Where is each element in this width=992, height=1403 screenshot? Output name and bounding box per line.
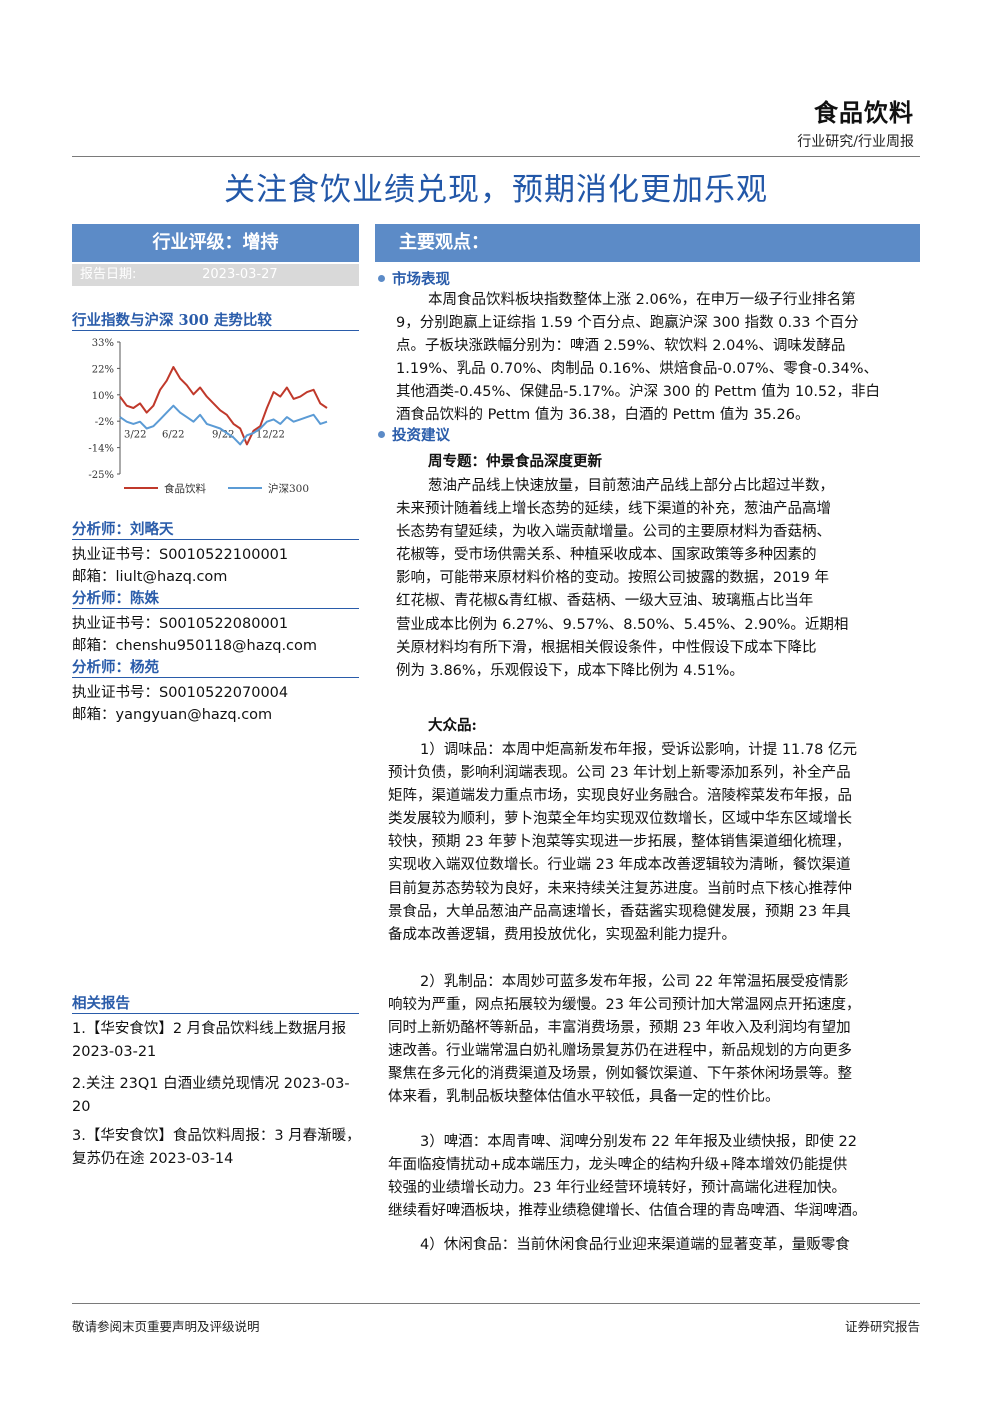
analyst-2-rule — [72, 608, 359, 609]
legend-label-1: 食品饮料 — [164, 482, 206, 495]
index-comparison-chart: 33% 22% 10% -2% -14% -25% 3/22 6/22 9/22 12/22 食品饮… — [72, 334, 359, 502]
snack-line: 4）休闲食品：当前休闲食品行业迎来渠道端的显著变革，量贩零食 — [420, 1237, 850, 1253]
seasoning-line: 目前复苏态势较为良好，未来持续关注复苏进度。当前时点下核心推荐仲 — [388, 880, 852, 897]
market-line: 本周食品饮料板块指数整体上涨 2.06%，在申万一级子行业排名第 — [428, 292, 856, 308]
y-tick-label: 33% — [92, 338, 114, 349]
beer-paragraph: 3）啤酒：本周青啤、润啤分别发布 22 年年报及业绩快报，即使 22 年面临疫情… — [388, 1131, 910, 1223]
related-reports-heading: 相关报告 — [72, 995, 130, 1012]
weekly-topic-paragraph: 葱油产品线上快速放量，目前葱油产品线上部分占比超过半数， 未来预计随着线上增长态… — [396, 475, 910, 683]
analyst-1-email: 邮箱：liult@hazq.com — [72, 569, 228, 585]
x-tick-label: 6/22 — [162, 430, 184, 441]
dairy-line: 同时上新奶酪杯等新品，丰富消费场景，预期 23 年收入及利润均有望加 — [388, 1020, 851, 1037]
report-title: 关注食饮业绩兑现，预期消化更加乐观 — [224, 172, 768, 208]
x-tick-label: 3/22 — [124, 430, 146, 441]
beer-line: 年面临疫情扰动+成本端压力，龙头啤企的结构升级+降本增效仍能提供 — [388, 1157, 848, 1174]
analyst-3-name: 分析师：杨苑 — [72, 659, 159, 676]
dairy-line: 速改善。行业端常温白奶礼赠场景复苏仍在进程中，新品规划的方向更多 — [388, 1043, 852, 1060]
seasoning-line: 备成本改善逻辑，费用投放优化，实现盈利能力提升。 — [388, 926, 736, 943]
analyst-2-email: 邮箱：chenshu950118@hazq.com — [72, 638, 318, 654]
related-report-3[interactable]: 3.【华安食饮】食品饮料周报：3 月春渐暖，复苏仍在途 2023-03-14 — [72, 1128, 361, 1167]
seasoning-line: 实现收入端双位数增长。行业端 23 年成本改善逻辑较为清晰，餐饮渠道 — [388, 857, 851, 874]
y-tick-label: -2% — [95, 417, 114, 428]
beer-line: 较强的业绩增长动力。23 年行业经营环境转好，预计高端化进程加快。 — [388, 1180, 847, 1197]
report-category: 行业研究/行业周报 — [797, 134, 914, 150]
seasoning-line: 矩阵，渠道端发力重点市场，实现良好业务融合。涪陵榨菜发布年报，品 — [388, 788, 852, 805]
x-tick-label: 12/22 — [256, 430, 285, 441]
topic-line: 葱油产品线上快速放量，目前葱油产品线上部分占比超过半数， — [428, 478, 834, 494]
seasoning-line: 景食品，大单品葱油产品高速增长，香菇酱实现稳健发展，预期 23 年具 — [388, 903, 851, 920]
seasoning-paragraph: 1）调味品：本周中炬高新发布年报，受诉讼影响，计提 11.78 亿元 预计负债，… — [388, 739, 910, 947]
market-heading-label: 市场表现 — [392, 271, 450, 288]
mass-goods-heading: 大众品: — [428, 717, 477, 734]
main-viewpoint-heading: 主要观点： — [375, 224, 920, 262]
x-tick-label: 9/22 — [212, 430, 234, 441]
dairy-line: 体来看，乳制品板块整体估值水平较低，具备一定的性价比。 — [388, 1089, 780, 1106]
seasoning-line: 1）调味品：本周中炬高新发布年报，受诉讼影响，计提 11.78 亿元 — [420, 742, 857, 758]
sector-title: 食品饮料 — [814, 98, 914, 127]
market-line: 点。子板块涨跌幅分别为：啤酒 2.59%、软饮料 2.04%、调味发酵品 — [396, 338, 846, 355]
y-tick-label: 22% — [92, 364, 114, 375]
topic-line: 关原材料均有所下滑，根据相关假设条件，中性假设下成本下降比 — [396, 639, 817, 656]
topic-line: 营业成本比例为 6.27%、9.57%、8.50%、5.45%、2.90%。近期… — [396, 616, 849, 633]
market-line: 9，分别跑赢上证综指 1.59 个百分点、跑赢沪深 300 指数 0.33 个百… — [396, 315, 859, 332]
header-divider — [72, 156, 920, 157]
snack-paragraph: 4）休闲食品：当前休闲食品行业迎来渠道端的显著变革，量贩零食 — [388, 1234, 910, 1257]
footer-report-type: 证券研究报告 — [844, 1319, 920, 1334]
weekly-topic-heading: 周专题：仲景食品深度更新 — [428, 453, 602, 470]
analyst-3-email: 邮箱：yangyuan@hazq.com — [72, 707, 273, 723]
dairy-line: 2）乳制品：本周妙可蓝多发布年报，公司 22 年常温拓展受疫情影 — [420, 974, 849, 990]
market-line: 酒食品饮料的 Pettm 值为 36.38，白酒的 Pettm 值为 35.26… — [396, 407, 810, 424]
market-line: 1.19%、乳品 0.70%、肉制品 0.16%、烘焙食品-0.07%、零食-0… — [396, 361, 878, 378]
related-report-2[interactable]: 2.关注 23Q1 白酒业绩兑现情况 2023-03-20 — [72, 1076, 350, 1115]
bullet-dot-icon — [378, 431, 385, 438]
topic-line: 例为 3.86%，乐观假设下，成本下降比例为 4.51%。 — [396, 662, 744, 679]
topic-line: 影响，可能带来原材料价格的变动。按照公司披露的数据，2019 年 — [396, 570, 830, 587]
chart-heading: 行业指数与沪深 300 走势比较 — [72, 312, 272, 329]
analyst-3-cert: 执业证书号：S0010522070004 — [72, 685, 289, 701]
analyst-1-cert: 执业证书号：S0010522100001 — [72, 547, 289, 563]
analyst-1-name: 分析师：刘略天 — [72, 521, 174, 538]
seasoning-line: 较快，预期 23 年萝卜泡菜等实现进一步拓展，整体销售渠道细化梳理， — [388, 834, 851, 851]
report-date-label: 报告日期: — [80, 267, 137, 282]
series-line-2 — [119, 404, 328, 446]
related-reports-rule — [72, 1013, 359, 1014]
market-line: 其他酒类-0.45%、保健品-5.17%。沪深 300 的 Pettm 值为 1… — [396, 384, 880, 401]
y-tick-label: -14% — [88, 444, 114, 455]
analyst-2-name: 分析师：陈姝 — [72, 590, 159, 607]
market-heading: 市场表现 — [378, 268, 450, 289]
y-tick-label: -25% — [88, 470, 114, 481]
beer-line: 3）啤酒：本周青啤、润啤分别发布 22 年年报及业绩快报，即使 22 — [420, 1134, 857, 1150]
dairy-paragraph: 2）乳制品：本周妙可蓝多发布年报，公司 22 年常温拓展受疫情影 响较为严重，网… — [388, 971, 910, 1110]
investment-advice-heading: 投资建议 — [378, 424, 450, 445]
market-paragraph: 本周食品饮料板块指数整体上涨 2.06%，在申万一级子行业排名第 9，分别跑赢上… — [396, 289, 910, 428]
topic-line: 红花椒、青花椒&青红椒、香菇柄、一级大豆油、玻璃瓶占比当年 — [396, 593, 814, 610]
chart-heading-rule — [72, 330, 359, 331]
beer-line: 继续看好啤酒板块，推荐业绩稳健增长、估值合理的青岛啤酒、华润啤酒。 — [388, 1203, 867, 1220]
chart-svg: 33% 22% 10% -2% -14% -25% 3/22 6/22 9/22 12/22 食品饮… — [88, 338, 328, 495]
analyst-1-rule — [72, 539, 359, 540]
footer-disclaimer: 敬请参阅末页重要声明及评级说明 — [72, 1319, 260, 1334]
analyst-2-cert: 执业证书号：S0010522080001 — [72, 616, 289, 632]
series-line-1 — [119, 366, 328, 446]
industry-rating-box: 行业评级：增持 — [72, 224, 359, 262]
report-date-value: 2023-03-27 — [202, 267, 278, 282]
report-date-row: 报告日期: 2023-03-27 — [72, 264, 359, 286]
topic-line: 长态势有望延续，为收入端贡献增量。公司的主要原材料为香菇柄、 — [396, 524, 831, 541]
bullet-dot-icon — [378, 275, 385, 282]
legend-label-2: 沪深300 — [268, 482, 309, 495]
dairy-line: 聚焦在多元化的消费渠道及场景，例如餐饮渠道、下午茶休闲场景等。整 — [388, 1066, 852, 1083]
topic-line: 花椒等，受市场供需关系、种植采收成本、国家政策等多种因素的 — [396, 547, 817, 564]
related-report-1[interactable]: 1.【华安食饮】2 月食品饮料线上数据月报 2023-03-21 — [72, 1021, 347, 1060]
y-tick-label: 10% — [92, 391, 114, 402]
seasoning-line: 类发展较为顺利，萝卜泡菜全年均实现双位数增长，区域中华东区域增长 — [388, 811, 852, 828]
seasoning-line: 预计负债，影响利润端表现。公司 23 年计划上新零添加系列，补全产品 — [388, 765, 851, 782]
investment-advice-label: 投资建议 — [392, 427, 450, 444]
analyst-3-rule — [72, 677, 359, 678]
topic-line: 未来预计随着线上增长态势的延续，线下渠道的补充，葱油产品高增 — [396, 501, 831, 518]
dairy-line: 响较为严重，网点拓展较为缓慢。23 年公司预计加大常温网点开拓速度， — [388, 997, 861, 1014]
footer-divider — [72, 1303, 920, 1304]
